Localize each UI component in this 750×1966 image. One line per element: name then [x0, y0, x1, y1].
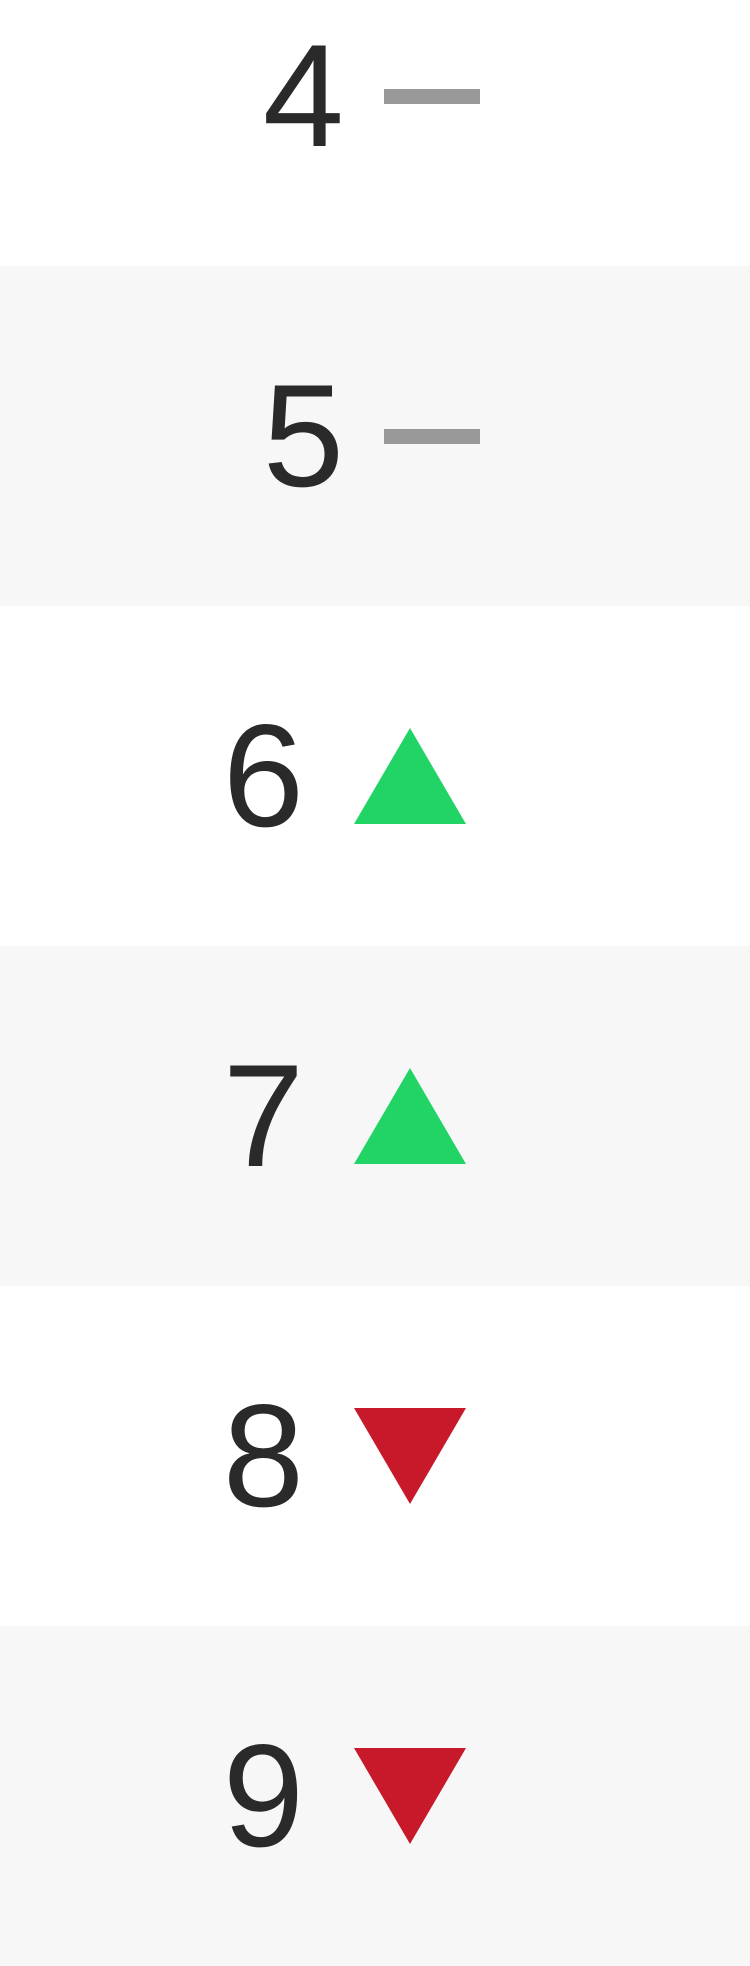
- triangle-down-icon: [354, 1748, 466, 1844]
- rank-number: 5: [262, 354, 344, 517]
- rank-row: 5: [0, 266, 750, 606]
- rank-row: 9: [0, 1626, 750, 1966]
- rank-number: 6: [222, 694, 304, 857]
- triangle-up-icon: [354, 728, 466, 824]
- rank-number: 9: [222, 1714, 304, 1877]
- triangle-down-icon: [354, 1408, 466, 1504]
- rank-row: 4: [0, 0, 750, 266]
- rank-row: 7: [0, 946, 750, 1286]
- rank-number: 7: [222, 1034, 304, 1197]
- dash-icon: [384, 89, 480, 104]
- rank-row: 8: [0, 1286, 750, 1626]
- rank-number: 8: [222, 1374, 304, 1537]
- triangle-up-icon: [354, 1068, 466, 1164]
- rank-number: 4: [262, 14, 344, 177]
- dash-icon: [384, 429, 480, 444]
- rank-row: 6: [0, 606, 750, 946]
